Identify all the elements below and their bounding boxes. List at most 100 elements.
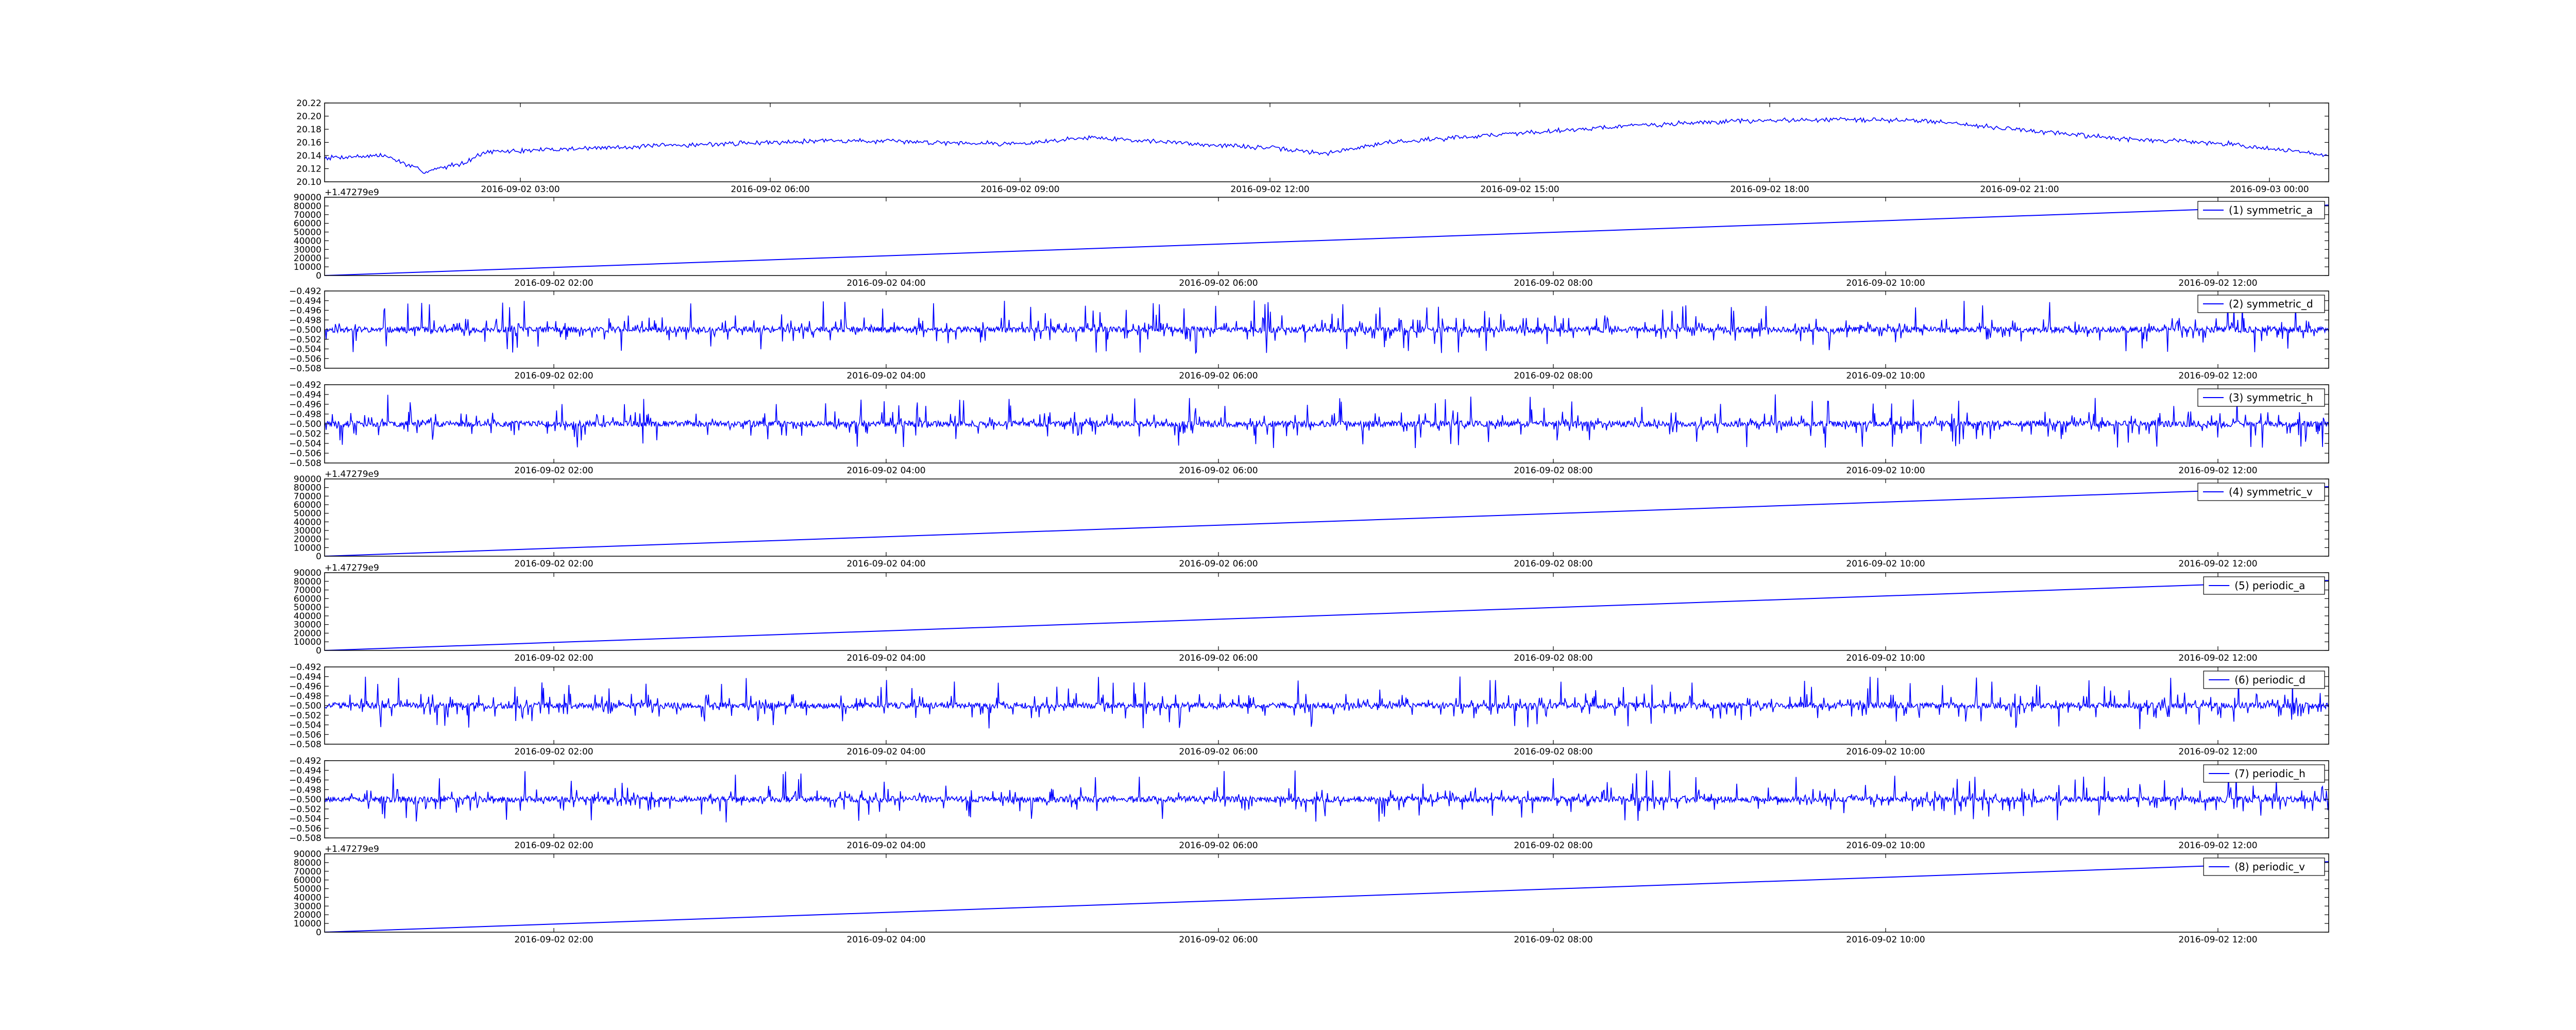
series-line: [325, 770, 2329, 822]
y-tick-label: 50000: [294, 509, 321, 519]
y-tick-label: 10000: [294, 262, 321, 272]
y-tick-label: 20.14: [296, 151, 321, 161]
panel-7: −0.508−0.506−0.504−0.502−0.500−0.498−0.4…: [289, 662, 2329, 757]
x-offset-label: +1.47279e9: [325, 469, 379, 479]
y-tick-label: 20.20: [296, 112, 321, 122]
x-offset-label: +1.47279e9: [325, 844, 379, 854]
x-tick-label: 2016-09-02 03:00: [481, 184, 560, 195]
y-tick-label: 20.22: [296, 98, 321, 109]
x-tick-label: 2016-09-02 12:00: [2178, 278, 2257, 288]
series-line: [325, 861, 2329, 932]
legend: (4) symmetric_v: [2197, 483, 2325, 501]
legend-label: (7) periodic_h: [2234, 767, 2306, 780]
x-offset-label: +1.47279e9: [325, 187, 379, 198]
y-tick-label: −0.508: [289, 364, 321, 374]
legend: (6) periodic_d: [2203, 671, 2325, 689]
y-tick-label: 0: [316, 552, 321, 562]
x-tick-label: 2016-09-02 02:00: [514, 840, 593, 851]
y-tick-label: 90000: [294, 474, 321, 485]
x-tick-label: 2016-09-02 08:00: [1514, 840, 1592, 851]
series-line: [325, 676, 2329, 729]
x-tick-label: 2016-09-02 04:00: [846, 559, 925, 569]
legend-label: (4) symmetric_v: [2229, 486, 2313, 498]
x-tick-label: 2016-09-02 10:00: [1846, 278, 1925, 288]
x-tick-label: 2016-09-02 09:00: [980, 184, 1059, 195]
y-tick-label: 40000: [294, 236, 321, 246]
x-tick-label: 2016-09-02 08:00: [1514, 653, 1592, 663]
panel-9: 0100002000030000400005000060000700008000…: [294, 844, 2329, 945]
x-tick-label: 2016-09-02 02:00: [514, 466, 593, 476]
x-tick-label: 2016-09-02 06:00: [1179, 278, 1258, 288]
y-tick-label: 60000: [294, 594, 321, 604]
y-tick-label: 20.16: [296, 138, 321, 148]
y-tick-label: 40000: [294, 892, 321, 903]
x-tick-label: 2016-09-03 00:00: [2230, 184, 2309, 195]
axes-frame: [324, 478, 2329, 557]
legend: (3) symmetric_h: [2197, 388, 2325, 407]
y-tick-label: −0.492: [289, 662, 321, 673]
y-tick-label: −0.500: [289, 795, 321, 805]
y-tick-label: −0.492: [289, 380, 321, 390]
y-tick-label: 90000: [294, 849, 321, 860]
axes-frame: [324, 572, 2329, 651]
x-tick-label: 2016-09-02 12:00: [2178, 466, 2257, 476]
x-tick-label: 2016-09-02 04:00: [846, 747, 925, 757]
y-tick-label: −0.506: [289, 730, 321, 740]
y-tick-label: 80000: [294, 858, 321, 868]
y-tick-label: 50000: [294, 228, 321, 238]
y-tick-label: 70000: [294, 491, 321, 502]
y-tick-label: 90000: [294, 193, 321, 203]
y-tick-label: −0.494: [289, 390, 321, 400]
y-tick-label: −0.492: [289, 286, 321, 297]
y-tick-label: 0: [316, 928, 321, 938]
y-tick-label: 30000: [294, 901, 321, 912]
x-tick-label: 2016-09-02 02:00: [514, 371, 593, 381]
series-line: [325, 204, 2329, 276]
y-tick-label: 20.12: [296, 164, 321, 175]
y-tick-label: −0.498: [289, 315, 321, 325]
y-tick-label: 60000: [294, 219, 321, 229]
y-tick-label: −0.500: [289, 325, 321, 335]
y-tick-label: 50000: [294, 884, 321, 895]
y-tick-label: −0.506: [289, 823, 321, 834]
series-line: [325, 486, 2329, 556]
x-tick-label: 2016-09-02 10:00: [1846, 371, 1925, 381]
y-tick-label: −0.504: [289, 720, 321, 731]
y-tick-label: −0.492: [289, 756, 321, 766]
x-tick-label: 2016-09-02 12:00: [1230, 184, 1309, 195]
y-tick-label: −0.496: [289, 776, 321, 786]
x-tick-label: 2016-09-02 06:00: [1179, 371, 1258, 381]
y-tick-label: 20.10: [296, 177, 321, 187]
y-tick-label: −0.496: [289, 682, 321, 692]
x-tick-label: 2016-09-02 04:00: [846, 466, 925, 476]
legend: (7) periodic_h: [2203, 764, 2325, 783]
x-tick-label: 2016-09-02 04:00: [846, 371, 925, 381]
y-tick-label: −0.500: [289, 701, 321, 711]
x-tick-label: 2016-09-02 06:00: [731, 184, 809, 195]
legend-label: (1) symmetric_a: [2229, 204, 2313, 216]
x-tick-label: 2016-09-02 04:00: [846, 278, 925, 288]
panel-5: 0100002000030000400005000060000700008000…: [294, 469, 2329, 569]
x-tick-label: 2016-09-02 06:00: [1179, 747, 1258, 757]
y-tick-label: −0.502: [289, 429, 321, 439]
x-tick-label: 2016-09-02 12:00: [2178, 840, 2257, 851]
y-tick-label: −0.494: [289, 296, 321, 306]
legend-label: (3) symmetric_h: [2229, 391, 2313, 404]
x-tick-label: 2016-09-02 12:00: [2178, 559, 2257, 569]
axes-frame: [324, 853, 2329, 933]
panel-4: −0.508−0.506−0.504−0.502−0.500−0.498−0.4…: [289, 380, 2329, 476]
x-tick-label: 2016-09-02 12:00: [2178, 935, 2257, 945]
x-tick-label: 2016-09-02 08:00: [1514, 747, 1592, 757]
x-tick-label: 2016-09-02 10:00: [1846, 559, 1925, 569]
legend: (1) symmetric_a: [2197, 201, 2325, 219]
panel-1: 20.10 20.12 20.14 20.16 20.18 20.20 20.22 2016-…: [296, 98, 2329, 195]
x-tick-label: 2016-09-02 21:00: [1980, 184, 2059, 195]
x-tick-label: 2016-09-02 12:00: [2178, 747, 2257, 757]
y-tick-label: −0.498: [289, 409, 321, 420]
y-tick-label: −0.504: [289, 345, 321, 355]
legend-label: (5) periodic_a: [2234, 579, 2305, 592]
y-tick-label: 20.18: [296, 125, 321, 135]
panel-8: −0.508−0.506−0.504−0.502−0.500−0.498−0.4…: [289, 756, 2329, 851]
y-tick-label: 60000: [294, 876, 321, 886]
